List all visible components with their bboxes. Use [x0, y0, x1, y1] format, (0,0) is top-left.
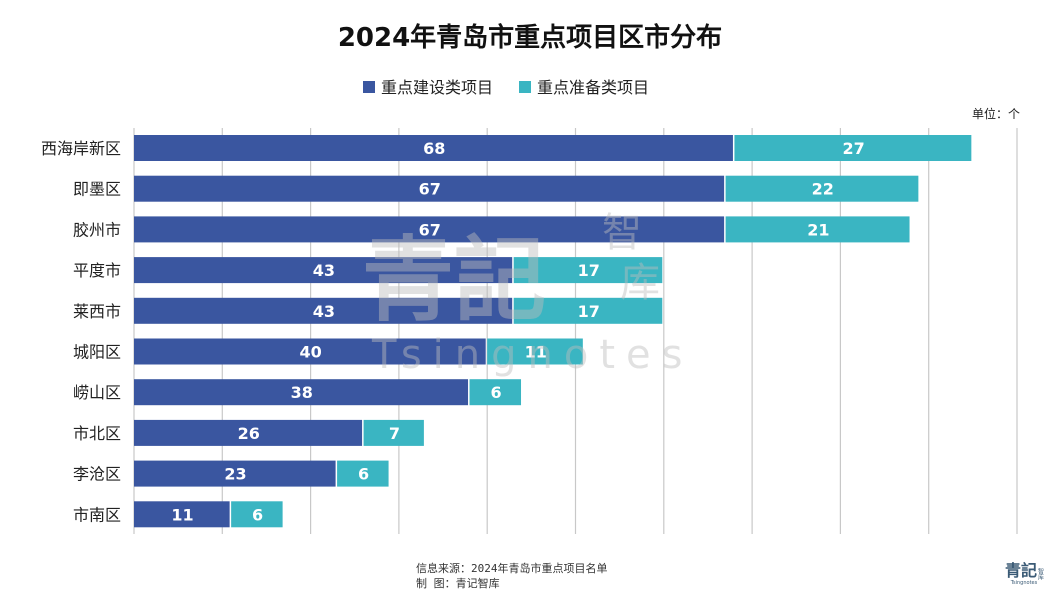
data-label: 23 [224, 465, 246, 484]
category-label: 李沧区 [73, 465, 121, 484]
bar [134, 257, 513, 284]
bar [363, 419, 424, 446]
watermark: 青記 智 库 Tsingnotes [362, 210, 693, 378]
data-label: 22 [812, 180, 834, 199]
logo-main: 青記 [1005, 561, 1037, 580]
data-label: 38 [291, 383, 313, 402]
category-label: 平度市 [73, 261, 121, 280]
bar [469, 379, 522, 406]
data-label: 11 [171, 505, 193, 524]
logo: 青記 智库 Tsingnotes [1005, 561, 1044, 586]
category-label: 市南区 [73, 505, 121, 524]
data-label: 68 [423, 139, 445, 158]
source-note: 信息来源：2024年青岛市重点项目名单 [416, 561, 608, 575]
data-label: 40 [299, 343, 321, 362]
category-label: 即墨区 [73, 180, 121, 199]
bar [134, 216, 725, 243]
bar [134, 135, 733, 161]
data-label: 27 [843, 139, 865, 158]
data-label: 43 [313, 302, 335, 321]
chart-title: 2024年青岛市重点项目区市分布 [338, 22, 722, 53]
category-label: 崂山区 [73, 383, 121, 402]
unit-label: 单位：个 [972, 106, 1020, 121]
watermark-side-bottom: 库 [620, 260, 660, 306]
data-label: 6 [252, 505, 263, 524]
category-label: 城阳区 [73, 343, 121, 362]
category-label: 市北区 [73, 424, 121, 443]
bar [513, 257, 663, 284]
bars: 68 27 67 22 67 21 43 17 43 17 40 11 38 6 26 7 23 6 11 6 [134, 135, 972, 528]
data-label: 67 [419, 220, 441, 239]
watermark-side-top: 智 [602, 210, 642, 256]
legend-swatch [519, 81, 531, 93]
data-label: 67 [419, 180, 441, 199]
bar [734, 135, 972, 161]
data-label: 11 [525, 343, 547, 362]
legend-label: 重点准备类项目 [537, 78, 649, 97]
bar [134, 379, 469, 406]
category-label: 莱西市 [73, 302, 121, 321]
bar [134, 338, 486, 365]
legend: 重点建设类项目 重点准备类项目 [363, 78, 649, 97]
bar [337, 460, 389, 487]
bar [134, 460, 336, 487]
bar [134, 175, 725, 202]
watermark-main: 青記 [362, 226, 546, 334]
logo-side: 智库 [1037, 567, 1044, 581]
bar [487, 338, 583, 365]
bar [513, 297, 663, 324]
category-label: 西海岸新区 [41, 139, 121, 158]
data-label: 6 [490, 383, 501, 402]
watermark-latin: Tsingnotes [371, 332, 693, 378]
bar [134, 419, 363, 446]
data-label: 26 [238, 424, 260, 443]
legend-label: 重点建设类项目 [381, 78, 493, 97]
bar [134, 501, 230, 528]
data-label: 6 [358, 465, 369, 484]
logo-latin: Tsingnotes [1010, 580, 1038, 586]
category-label: 胶州市 [73, 220, 121, 239]
maker-note: 制 图：青记智库 [416, 576, 500, 590]
data-label: 17 [578, 261, 600, 280]
data-label: 7 [389, 424, 400, 443]
legend-swatch [363, 81, 375, 93]
bar [725, 175, 919, 202]
bar [725, 216, 910, 243]
data-label: 17 [578, 302, 600, 321]
bar [134, 297, 513, 324]
data-label: 43 [313, 261, 335, 280]
bar [231, 501, 283, 528]
data-label: 21 [807, 220, 829, 239]
